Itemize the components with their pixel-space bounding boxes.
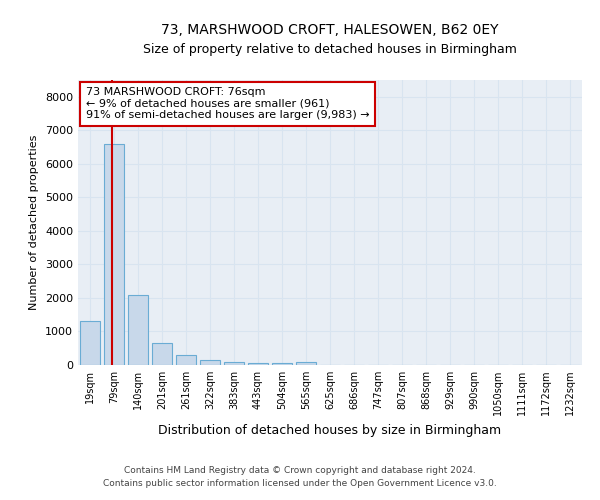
Bar <box>128 296 148 365</box>
Bar <box>176 356 196 365</box>
Text: Size of property relative to detached houses in Birmingham: Size of property relative to detached ho… <box>143 42 517 56</box>
Bar <box>296 362 316 365</box>
Text: Contains HM Land Registry data © Crown copyright and database right 2024.
Contai: Contains HM Land Registry data © Crown c… <box>103 466 497 487</box>
Bar <box>152 343 172 365</box>
Bar <box>200 360 220 365</box>
Text: 73 MARSHWOOD CROFT: 76sqm
← 9% of detached houses are smaller (961)
91% of semi-: 73 MARSHWOOD CROFT: 76sqm ← 9% of detach… <box>86 87 369 120</box>
Bar <box>248 363 268 365</box>
Bar <box>80 322 100 365</box>
Bar <box>104 144 124 365</box>
X-axis label: Distribution of detached houses by size in Birmingham: Distribution of detached houses by size … <box>158 424 502 436</box>
Bar <box>272 363 292 365</box>
Bar <box>224 362 244 365</box>
Text: 73, MARSHWOOD CROFT, HALESOWEN, B62 0EY: 73, MARSHWOOD CROFT, HALESOWEN, B62 0EY <box>161 22 499 36</box>
Y-axis label: Number of detached properties: Number of detached properties <box>29 135 40 310</box>
